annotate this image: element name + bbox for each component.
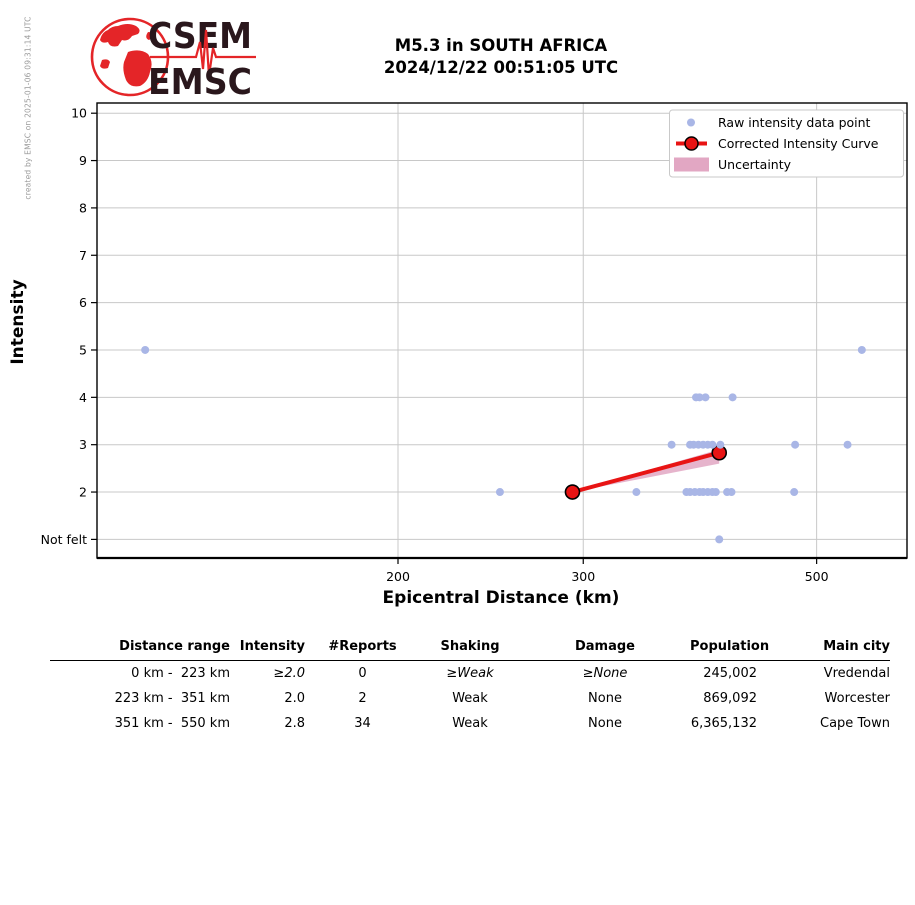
seismogram-trace-icon (150, 29, 256, 77)
table-header-cell: Main city (823, 639, 890, 654)
table-header-cell: Damage (574, 639, 635, 654)
x-axis-label: Epicentral Distance (km) (382, 588, 620, 608)
y-tick-label: 3 (79, 437, 87, 452)
table-row: 0 km - 223 km ≥2.0 0 ≥Weak ≥None 245,002 Vrede… (50, 661, 890, 687)
y-axis-label: Intensity (8, 279, 28, 365)
raw-point (701, 393, 710, 402)
raw-point (857, 345, 866, 354)
table-header-row: Distance range Intensity #Reports Shaking Da… (50, 639, 890, 661)
raw-data-points (141, 345, 866, 544)
legend-raw-point-icon (687, 118, 695, 127)
gridlines (97, 103, 907, 558)
table-cell: 0 (358, 666, 367, 681)
event-datetime: 2024/12/22 00:51:05 UTC (383, 58, 619, 77)
table-cell: 245,002 (703, 666, 757, 681)
page-title: M5.3 in SOUTH AFRICA 2024/12/22 00:51:05… (280, 35, 722, 79)
axis-ticks: Not felt 2 3 4 5 6 7 8 9 10 200 300 500 (41, 106, 829, 584)
raw-point (495, 488, 504, 497)
raw-point (790, 488, 799, 497)
y-tick-label: 8 (79, 200, 87, 215)
table-cell: ≥Weak (446, 666, 494, 681)
legend-label: Raw intensity data point (718, 115, 871, 130)
raw-point (141, 345, 150, 354)
table-cell: ≥None (582, 666, 628, 681)
csem-emsc-logo: CSEM EMSC (90, 16, 256, 103)
raw-point (708, 440, 717, 449)
table-cell: 2.8 (284, 716, 305, 731)
raw-point (728, 393, 737, 402)
corrected-curve-marker (564, 484, 581, 500)
legend-curve-marker-icon (684, 136, 699, 151)
table-row: 351 km - 550 km 2.8 34 Weak None 6,365,132 Cap… (50, 711, 890, 736)
event-title: M5.3 in SOUTH AFRICA (394, 36, 608, 55)
raw-point (716, 440, 725, 449)
y-tick-label: 4 (79, 390, 87, 405)
table-header-cell: Population (690, 639, 770, 654)
table-cell: Cape Town (820, 716, 890, 731)
legend-uncertainty-icon (674, 157, 709, 172)
table-header-cell: Intensity (239, 639, 305, 654)
legend-box (669, 109, 904, 178)
raw-point (727, 488, 736, 497)
table-row: 223 km - 351 km 2.0 2 Weak None 869,092 Worces… (50, 686, 890, 711)
table-cell: Weak (452, 716, 488, 731)
legend: Raw intensity data point Corrected Intens… (669, 109, 904, 178)
y-tick-label: 6 (79, 295, 87, 310)
table-cell: 2 (358, 691, 367, 706)
raw-point (791, 440, 800, 449)
y-tick-label: 5 (79, 342, 87, 357)
y-tick-label: 10 (71, 106, 87, 121)
logo-text-emsc: EMSC (148, 62, 252, 103)
table-cell: 869,092 (703, 691, 757, 706)
raw-point (667, 440, 676, 449)
distance-summary-table: Distance range Intensity #Reports Shaking Da… (50, 639, 890, 736)
intensity-distance-chart: Not felt 2 3 4 5 6 7 8 9 10 200 300 500 Raw intensit… (41, 102, 908, 584)
table-header-cell: #Reports (328, 639, 397, 654)
raw-point (715, 535, 724, 544)
x-tick-label: 300 (571, 569, 595, 584)
y-tick-label: 9 (79, 153, 87, 168)
table-cell: Worcester (824, 691, 890, 706)
table-cell: 223 km - 351 km (114, 691, 230, 706)
raw-point (632, 488, 641, 497)
raw-point (711, 488, 720, 497)
table-cell: 351 km - 550 km (114, 716, 230, 731)
corrected-intensity-curve (564, 444, 728, 500)
table-cell: 34 (354, 716, 371, 731)
table-header-cell: Shaking (440, 639, 500, 654)
x-tick-label: 500 (805, 569, 829, 584)
table-cell: None (588, 716, 622, 731)
y-tick-label: Not felt (41, 532, 87, 547)
table-cell: 0 km - 223 km (131, 666, 230, 681)
corrected-curve-line (571, 450, 720, 494)
raw-point (695, 393, 704, 402)
table-cell: 2.0 (284, 691, 305, 706)
table-header-cell: Distance range (119, 639, 230, 654)
y-tick-label: 2 (79, 485, 87, 500)
table-cell: Weak (452, 691, 488, 706)
table-cell: Vredendal (823, 666, 890, 681)
legend-label: Corrected Intensity Curve (718, 136, 879, 151)
x-tick-label: 200 (386, 569, 410, 584)
raw-point (843, 440, 852, 449)
table-cell: ≥2.0 (273, 666, 305, 681)
table-cell: 6,365,132 (690, 716, 757, 731)
y-tick-label: 7 (79, 248, 87, 263)
legend-label: Uncertainty (718, 157, 792, 172)
table-cell: None (588, 691, 622, 706)
